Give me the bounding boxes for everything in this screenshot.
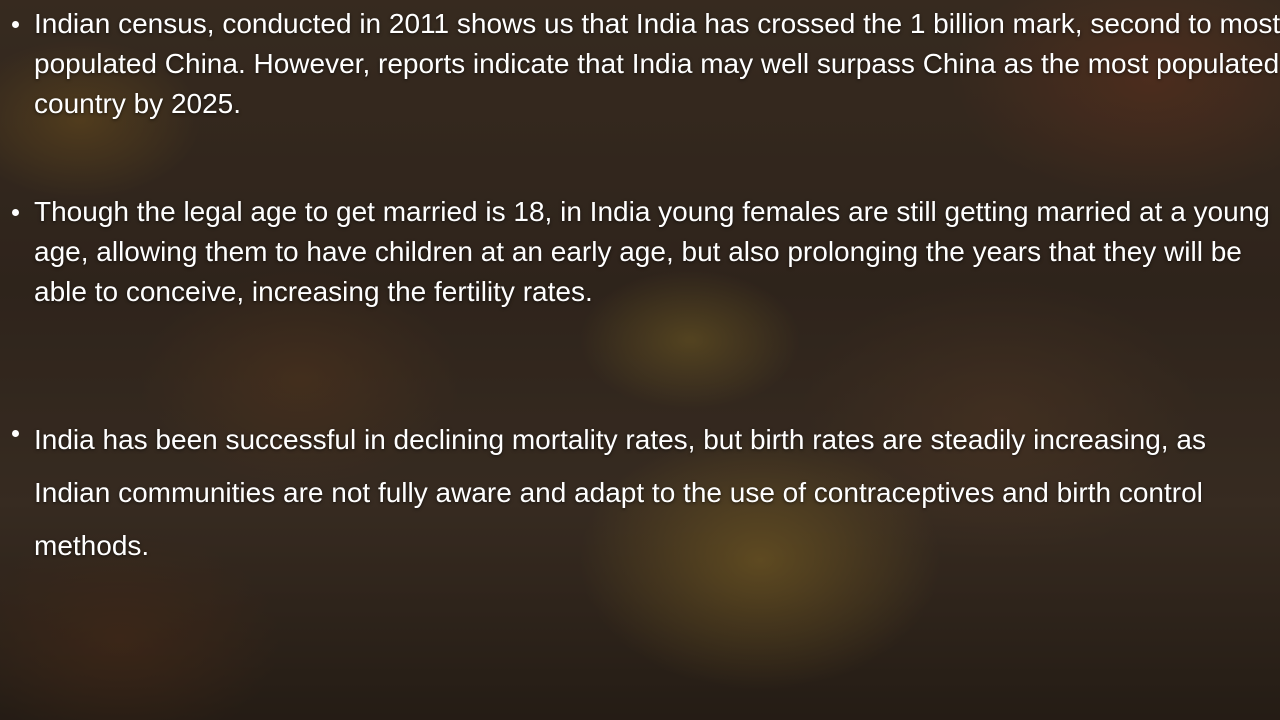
- bullet: Though the legal age to get married is 1…: [0, 192, 1280, 312]
- bullet: Indian census, conducted in 2011 shows u…: [0, 4, 1280, 124]
- bullet: India has been successful in declining m…: [0, 413, 1280, 572]
